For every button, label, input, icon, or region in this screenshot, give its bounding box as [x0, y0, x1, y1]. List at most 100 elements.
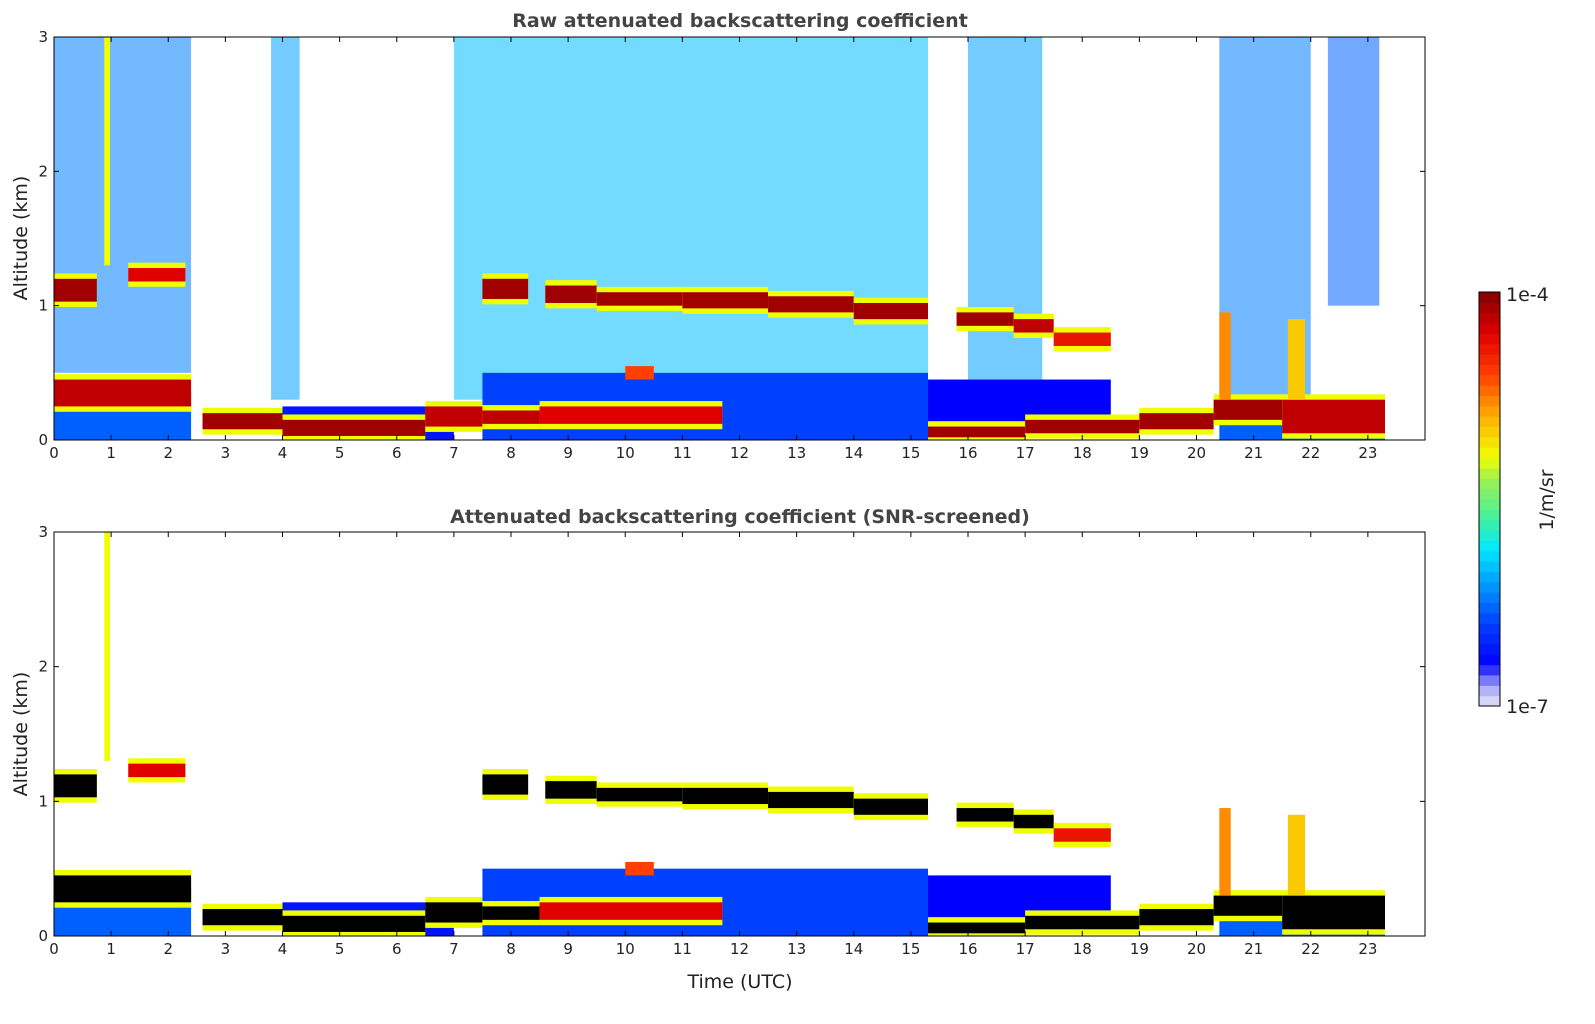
heatmap-cell: [104, 37, 110, 266]
x-tick-label: 12: [730, 940, 749, 958]
colorbar-segment: [1479, 674, 1500, 686]
heatmap-cell: [282, 419, 426, 436]
heatmap-cell: [54, 37, 192, 373]
heatmap-cell: [539, 406, 723, 424]
colorbar-segment: [1479, 323, 1500, 334]
colorbar-segment: [1479, 385, 1500, 396]
y-tick-label: 2: [38, 658, 48, 676]
colorbar-segment: [1479, 488, 1500, 500]
raw-panel: 0 1 2 3 4 5 6 7 8 9 10 11 12 13 14 15 16 17 18 19 20 21 22 2301…: [38, 28, 1426, 462]
x-tick-label: 3: [221, 444, 231, 462]
x-tick-label: 21: [1244, 444, 1263, 462]
heatmap-cell: [482, 906, 540, 920]
x-tick-label: 13: [787, 444, 806, 462]
heatmap-cell: [682, 787, 769, 805]
heatmap-cell: [482, 774, 529, 795]
x-tick-label: 23: [1358, 444, 1377, 462]
heatmap-cell: [768, 791, 854, 809]
colorbar-segment: [1479, 292, 1500, 303]
heatmap-cell: [545, 285, 597, 303]
heatmap-cell: [54, 278, 97, 302]
y-tick-label: 1: [38, 792, 48, 810]
y-tick-label: 0: [38, 431, 48, 449]
raw-panel-title: Raw attenuated backscattering coefficien…: [512, 10, 968, 32]
x-tick-label: 15: [901, 940, 920, 958]
colorbar-max-label: 1e-4: [1506, 284, 1549, 306]
raw-y-axis-label: Altitude (km): [10, 176, 32, 301]
heatmap-cell: [282, 915, 426, 932]
colorbar-segment: [1479, 633, 1500, 645]
heatmap-cell: [482, 278, 529, 299]
colorbar-segment: [1479, 364, 1500, 376]
x-tick-label: 0: [49, 444, 59, 462]
x-tick-label: 19: [1130, 940, 1149, 958]
x-tick-label: 8: [506, 940, 516, 958]
x-tick-label: 4: [278, 444, 288, 462]
heatmap-cell: [271, 37, 300, 400]
y-tick-label: 0: [38, 927, 48, 945]
colorbar-segment: [1479, 571, 1500, 583]
heatmap-cell: [928, 922, 1026, 934]
colorbar: [1478, 291, 1501, 707]
colorbar-segment: [1479, 447, 1500, 459]
x-tick-label: 23: [1358, 940, 1377, 958]
x-tick-label: 7: [449, 940, 459, 958]
heatmap-cell: [768, 296, 854, 313]
heatmap-cell: [425, 406, 483, 427]
x-tick-label: 1: [106, 444, 116, 462]
heatmap-cell: [1013, 319, 1054, 333]
heatmap-cell: [596, 787, 683, 802]
colorbar-segment: [1479, 395, 1500, 407]
x-tick-label: 19: [1130, 444, 1149, 462]
heatmap-cell: [1139, 413, 1214, 430]
colorbar-segment: [1479, 602, 1500, 614]
heatmap-cell: [54, 875, 192, 903]
heatmap-cell: [1139, 909, 1214, 926]
heatmap-cell: [956, 808, 1014, 822]
colorbar-segment: [1479, 550, 1500, 562]
screened-y-axis-label: Altitude (km): [10, 672, 32, 797]
x-tick-label: 6: [392, 940, 402, 958]
x-tick-label: 18: [1073, 444, 1092, 462]
heatmap-cell: [128, 763, 186, 778]
x-tick-label: 17: [1016, 444, 1035, 462]
x-tick-label: 6: [392, 444, 402, 462]
x-tick-label: 22: [1301, 444, 1320, 462]
colorbar-segment: [1479, 540, 1500, 552]
data-gap: [193, 532, 200, 936]
heatmap-cell: [1053, 332, 1111, 346]
x-tick-label: 5: [335, 940, 345, 958]
colorbar-segment: [1479, 457, 1500, 469]
colorbar-segment: [1479, 530, 1500, 541]
heatmap-cell: [853, 302, 929, 320]
heatmap-cell: [1219, 808, 1231, 896]
heatmap-cell: [453, 37, 929, 400]
colorbar-segment: [1479, 374, 1500, 386]
colorbar-segment: [1479, 519, 1500, 531]
x-tick-label: 3: [221, 940, 231, 958]
x-tick-label: 11: [673, 444, 692, 462]
colorbar-segment: [1479, 416, 1500, 428]
y-tick-label: 3: [38, 28, 48, 46]
heatmap-cell: [625, 861, 654, 876]
heatmap-cell: [1282, 399, 1386, 434]
x-tick-label: 21: [1244, 940, 1263, 958]
colorbar-min-label: 1e-7: [1506, 696, 1549, 718]
colorbar-segment: [1479, 561, 1500, 572]
colorbar-segment: [1479, 499, 1500, 510]
heatmap-cell: [482, 410, 540, 424]
x-tick-label: 10: [616, 940, 635, 958]
x-tick-label: 14: [844, 940, 863, 958]
x-tick-label: 7: [449, 444, 459, 462]
x-tick-label: 20: [1187, 940, 1206, 958]
colorbar-segment: [1479, 354, 1500, 365]
colorbar-segment: [1479, 695, 1500, 707]
colorbar-frame: [1478, 291, 1501, 707]
colorbar-segment: [1479, 426, 1500, 438]
heatmap-cell: [128, 268, 186, 282]
x-tick-label: 16: [958, 940, 977, 958]
colorbar-segment: [1479, 643, 1500, 655]
colorbar-segment: [1479, 623, 1500, 635]
data-gap: [193, 37, 200, 440]
